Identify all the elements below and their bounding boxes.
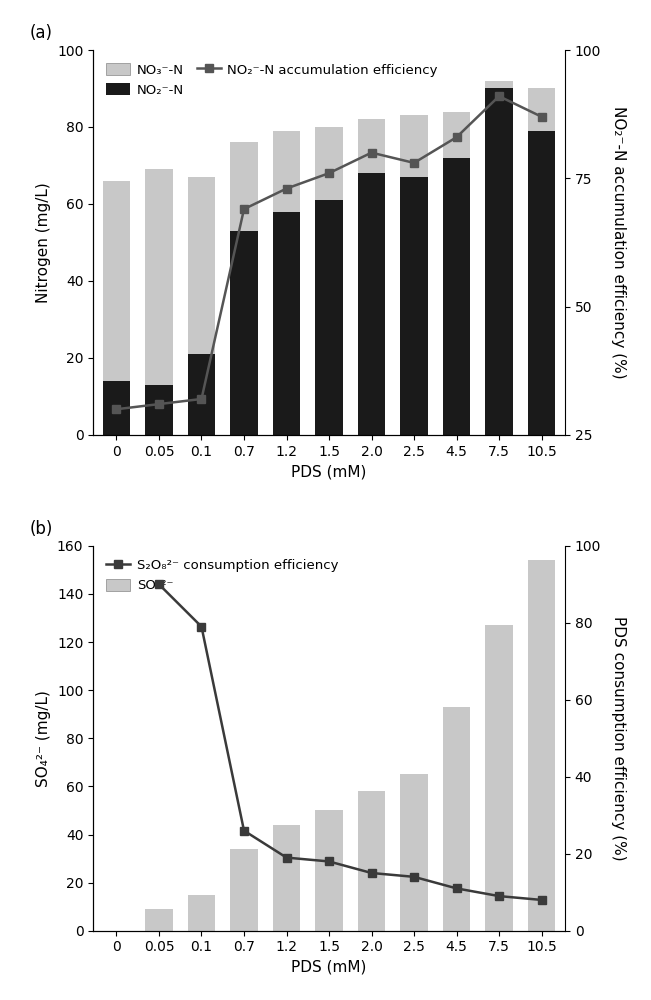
X-axis label: PDS (mM): PDS (mM) (291, 464, 367, 479)
Bar (230, 142, 258, 231)
S₂O₈²⁻ consumption efficiency (495, 890, 503, 902)
Y-axis label: PDS consumption efficiency (%): PDS consumption efficiency (%) (611, 616, 626, 861)
Bar (357, 173, 385, 435)
Bar (145, 169, 173, 385)
Bar (485, 625, 513, 931)
Bar (273, 212, 300, 435)
S₂O₈²⁻ consumption efficiency (538, 894, 546, 906)
Legend: NO₃⁻-N, NO₂⁻-N, NO₂⁻-N accumulation efficiency: NO₃⁻-N, NO₂⁻-N, NO₂⁻-N accumulation effi… (100, 57, 445, 103)
Bar (400, 115, 428, 177)
NO₂⁻-N accumulation efficiency (155, 398, 163, 410)
Bar (273, 131, 300, 212)
NO₂⁻-N accumulation efficiency (283, 183, 290, 195)
Bar (230, 849, 258, 931)
Bar (103, 381, 130, 435)
S₂O₈²⁻ consumption efficiency (368, 867, 376, 879)
Legend: S₂O₈²⁻ consumption efficiency, SO₄²⁻: S₂O₈²⁻ consumption efficiency, SO₄²⁻ (100, 552, 345, 599)
Bar (443, 158, 470, 435)
S₂O₈²⁻ consumption efficiency (283, 852, 290, 864)
Bar (145, 909, 173, 931)
NO₂⁻-N accumulation efficiency (452, 131, 460, 143)
Line: NO₂⁻-N accumulation efficiency: NO₂⁻-N accumulation efficiency (113, 92, 546, 413)
Bar (528, 131, 555, 435)
Bar (400, 774, 428, 931)
Y-axis label: NO₂⁻-N accumulation efficiency (%): NO₂⁻-N accumulation efficiency (%) (611, 106, 626, 379)
Bar (230, 231, 258, 435)
Bar (357, 119, 385, 173)
Bar (145, 385, 173, 435)
Bar (443, 707, 470, 931)
Line: S₂O₈²⁻ consumption efficiency: S₂O₈²⁻ consumption efficiency (155, 581, 546, 904)
S₂O₈²⁻ consumption efficiency (410, 871, 418, 883)
NO₂⁻-N accumulation efficiency (368, 147, 376, 159)
NO₂⁻-N accumulation efficiency (113, 403, 120, 415)
Bar (273, 825, 300, 931)
NO₂⁻-N accumulation efficiency (198, 393, 206, 405)
NO₂⁻-N accumulation efficiency (325, 167, 333, 179)
Bar (187, 354, 215, 435)
S₂O₈²⁻ consumption efficiency (198, 621, 206, 633)
Bar (485, 88, 513, 435)
S₂O₈²⁻ consumption efficiency (240, 825, 248, 837)
Bar (315, 127, 343, 200)
X-axis label: PDS (mM): PDS (mM) (291, 960, 367, 975)
Y-axis label: SO₄²⁻ (mg/L): SO₄²⁻ (mg/L) (36, 690, 51, 787)
Text: (a): (a) (29, 24, 53, 42)
Text: (b): (b) (29, 520, 53, 538)
Bar (315, 200, 343, 435)
Bar (315, 810, 343, 931)
S₂O₈²⁻ consumption efficiency (155, 578, 163, 590)
NO₂⁻-N accumulation efficiency (410, 157, 418, 169)
Y-axis label: Nitrogen (mg/L): Nitrogen (mg/L) (36, 182, 51, 303)
Bar (400, 177, 428, 435)
Bar (187, 895, 215, 931)
Bar (357, 791, 385, 931)
S₂O₈²⁻ consumption efficiency (325, 855, 333, 867)
Bar (103, 181, 130, 381)
Bar (485, 81, 513, 88)
NO₂⁻-N accumulation efficiency (538, 111, 546, 123)
Bar (528, 560, 555, 931)
NO₂⁻-N accumulation efficiency (240, 203, 248, 215)
NO₂⁻-N accumulation efficiency (495, 90, 503, 102)
S₂O₈²⁻ consumption efficiency (452, 882, 460, 894)
Bar (443, 112, 470, 158)
Bar (187, 177, 215, 354)
Bar (528, 88, 555, 131)
